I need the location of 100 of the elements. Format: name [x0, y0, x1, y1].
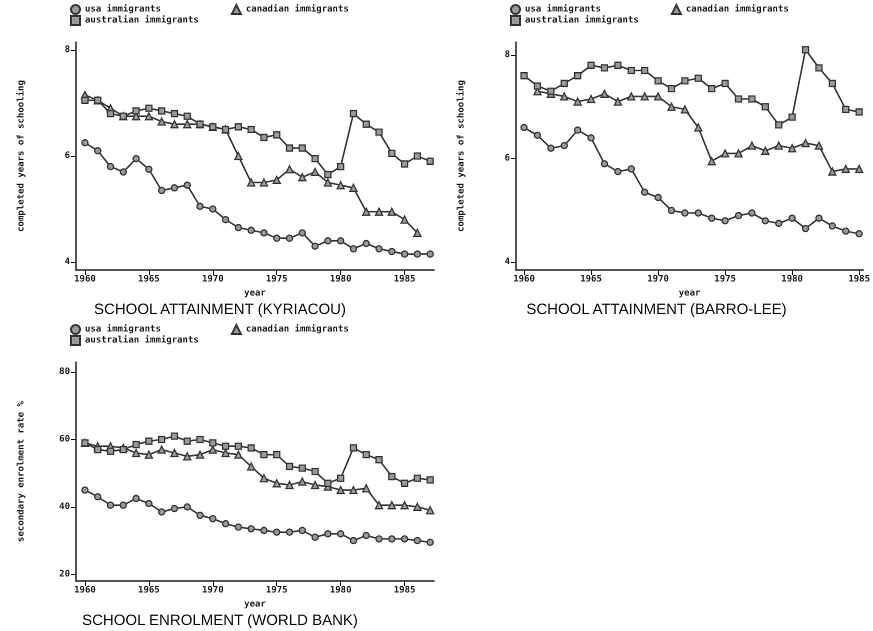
- point: [641, 188, 648, 196]
- legend-label: usa immigrants: [85, 324, 161, 334]
- point: [815, 214, 823, 222]
- point: [183, 452, 192, 460]
- point: [311, 534, 319, 541]
- point: [196, 202, 204, 210]
- point: [856, 108, 863, 116]
- point: [184, 112, 191, 120]
- point: [574, 126, 582, 134]
- point: [694, 209, 702, 217]
- point: [94, 446, 102, 454]
- point: [120, 168, 127, 176]
- point: [400, 480, 408, 487]
- point: [234, 152, 243, 160]
- point: [426, 476, 434, 484]
- point: [762, 217, 769, 224]
- point: [388, 150, 396, 157]
- y-axis-title: completed years of schooling: [456, 80, 466, 232]
- x-axis-title: year: [678, 288, 702, 298]
- x-tick-label: 1975: [714, 274, 736, 284]
- point: [802, 46, 810, 54]
- point: [260, 474, 268, 482]
- point: [842, 164, 850, 174]
- point: [375, 535, 383, 543]
- point: [272, 479, 281, 488]
- legend-label: australian immigrants: [525, 14, 639, 26]
- point: [788, 113, 796, 121]
- point: [426, 250, 434, 258]
- point: [81, 486, 89, 494]
- point: [426, 158, 434, 165]
- point: [285, 480, 294, 490]
- point: [170, 504, 178, 512]
- point: [310, 168, 320, 176]
- point: [196, 120, 204, 128]
- point: [209, 205, 216, 213]
- point: [628, 165, 635, 173]
- point: [286, 528, 294, 536]
- point: [324, 480, 332, 487]
- point: [209, 123, 216, 130]
- point: [362, 208, 370, 216]
- point: [762, 103, 769, 110]
- point: [260, 229, 268, 237]
- x-tick-label: 1985: [394, 586, 416, 596]
- point: [260, 451, 268, 458]
- point: [196, 450, 204, 459]
- point: [170, 448, 179, 458]
- point: [814, 141, 824, 150]
- point: [336, 181, 345, 190]
- point: [158, 117, 166, 126]
- point: [298, 464, 306, 472]
- point: [413, 228, 422, 238]
- point: [855, 164, 864, 174]
- point: [641, 66, 648, 74]
- point: [222, 216, 230, 224]
- point: [120, 502, 127, 509]
- x-axis-title: year: [244, 288, 266, 298]
- point: [694, 123, 702, 132]
- point: [414, 536, 422, 544]
- point: [654, 77, 662, 85]
- point: [560, 142, 568, 150]
- point: [324, 237, 332, 244]
- point: [222, 126, 230, 134]
- point: [144, 112, 154, 120]
- y-tick-label: 8: [504, 50, 510, 60]
- legend-label: canadian immigrants: [246, 4, 349, 14]
- point: [828, 222, 836, 230]
- point: [350, 110, 358, 118]
- point: [132, 107, 140, 115]
- point: [748, 141, 756, 150]
- point: [120, 446, 127, 454]
- legend-label: canadian immigrants: [246, 324, 349, 334]
- point: [520, 124, 528, 132]
- point: [337, 162, 344, 170]
- point: [144, 450, 154, 459]
- point: [286, 234, 294, 242]
- point: [120, 112, 127, 120]
- point: [106, 162, 114, 170]
- point: [667, 102, 676, 111]
- point: [587, 134, 595, 142]
- point: [158, 186, 166, 194]
- y-tick-label: 6: [64, 151, 70, 161]
- point: [375, 456, 383, 464]
- point: [734, 95, 742, 103]
- x-tick-label: 1980: [330, 586, 352, 596]
- point: [94, 147, 102, 154]
- text: SCHOOL ATTAINMENT (BARRO-LEE): [526, 301, 787, 318]
- point: [324, 178, 332, 187]
- point: [654, 92, 662, 101]
- point: [375, 245, 383, 252]
- x-tick-label: 1960: [74, 274, 96, 284]
- point: [547, 88, 555, 95]
- point: [106, 110, 114, 118]
- y-tick-label: 8: [64, 44, 70, 55]
- point: [374, 208, 384, 216]
- point: [311, 468, 319, 476]
- point: [273, 234, 280, 242]
- point: [627, 92, 636, 101]
- legend-label: canadian immigrants: [686, 4, 789, 14]
- point: [560, 92, 568, 101]
- text: SCHOOL ENROLMENT (WORLD BANK): [82, 612, 358, 629]
